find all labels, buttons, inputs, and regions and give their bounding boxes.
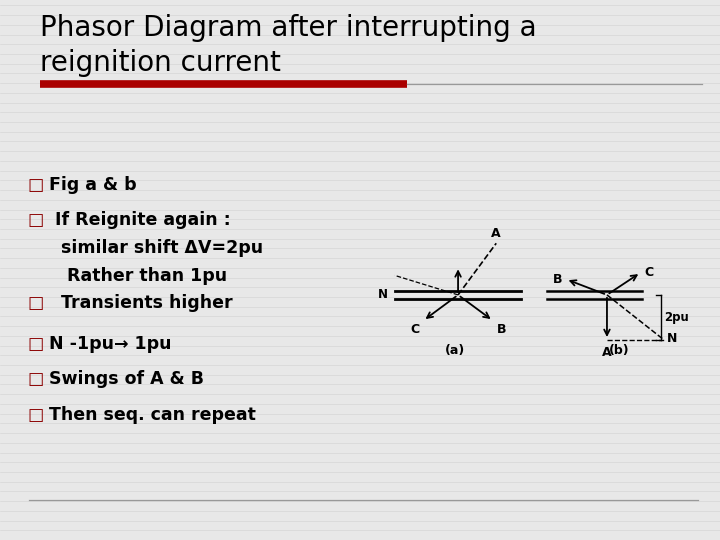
Text: Then seq. can repeat: Then seq. can repeat — [49, 406, 256, 424]
Text: Transients higher: Transients higher — [49, 294, 233, 312]
Text: B: B — [552, 273, 562, 286]
Text: □: □ — [27, 406, 44, 424]
Text: Swings of A & B: Swings of A & B — [49, 370, 204, 388]
Text: A: A — [492, 227, 501, 240]
Text: C: C — [644, 266, 654, 279]
Text: (a): (a) — [445, 345, 465, 357]
Text: □: □ — [27, 211, 44, 228]
Text: reignition current: reignition current — [40, 49, 281, 77]
Text: 2pu: 2pu — [665, 311, 689, 324]
Text: N: N — [379, 288, 388, 301]
Text: A: A — [602, 346, 612, 359]
Text: Fig a & b: Fig a & b — [49, 176, 137, 193]
Text: (b): (b) — [609, 345, 630, 357]
Text: C: C — [411, 323, 420, 336]
Text: □: □ — [27, 176, 44, 193]
Text: N: N — [667, 332, 677, 345]
Text: B: B — [497, 323, 506, 336]
Text: similar shift ΔV=2pu: similar shift ΔV=2pu — [49, 239, 263, 256]
Text: If Reignite again :: If Reignite again : — [49, 211, 230, 228]
Text: N -1pu→ 1pu: N -1pu→ 1pu — [49, 335, 171, 353]
Text: Phasor Diagram after interrupting a: Phasor Diagram after interrupting a — [40, 14, 536, 42]
Text: Rather than 1pu: Rather than 1pu — [49, 267, 227, 285]
Text: □: □ — [27, 335, 44, 353]
Text: □: □ — [27, 294, 44, 312]
Text: □: □ — [27, 370, 44, 388]
